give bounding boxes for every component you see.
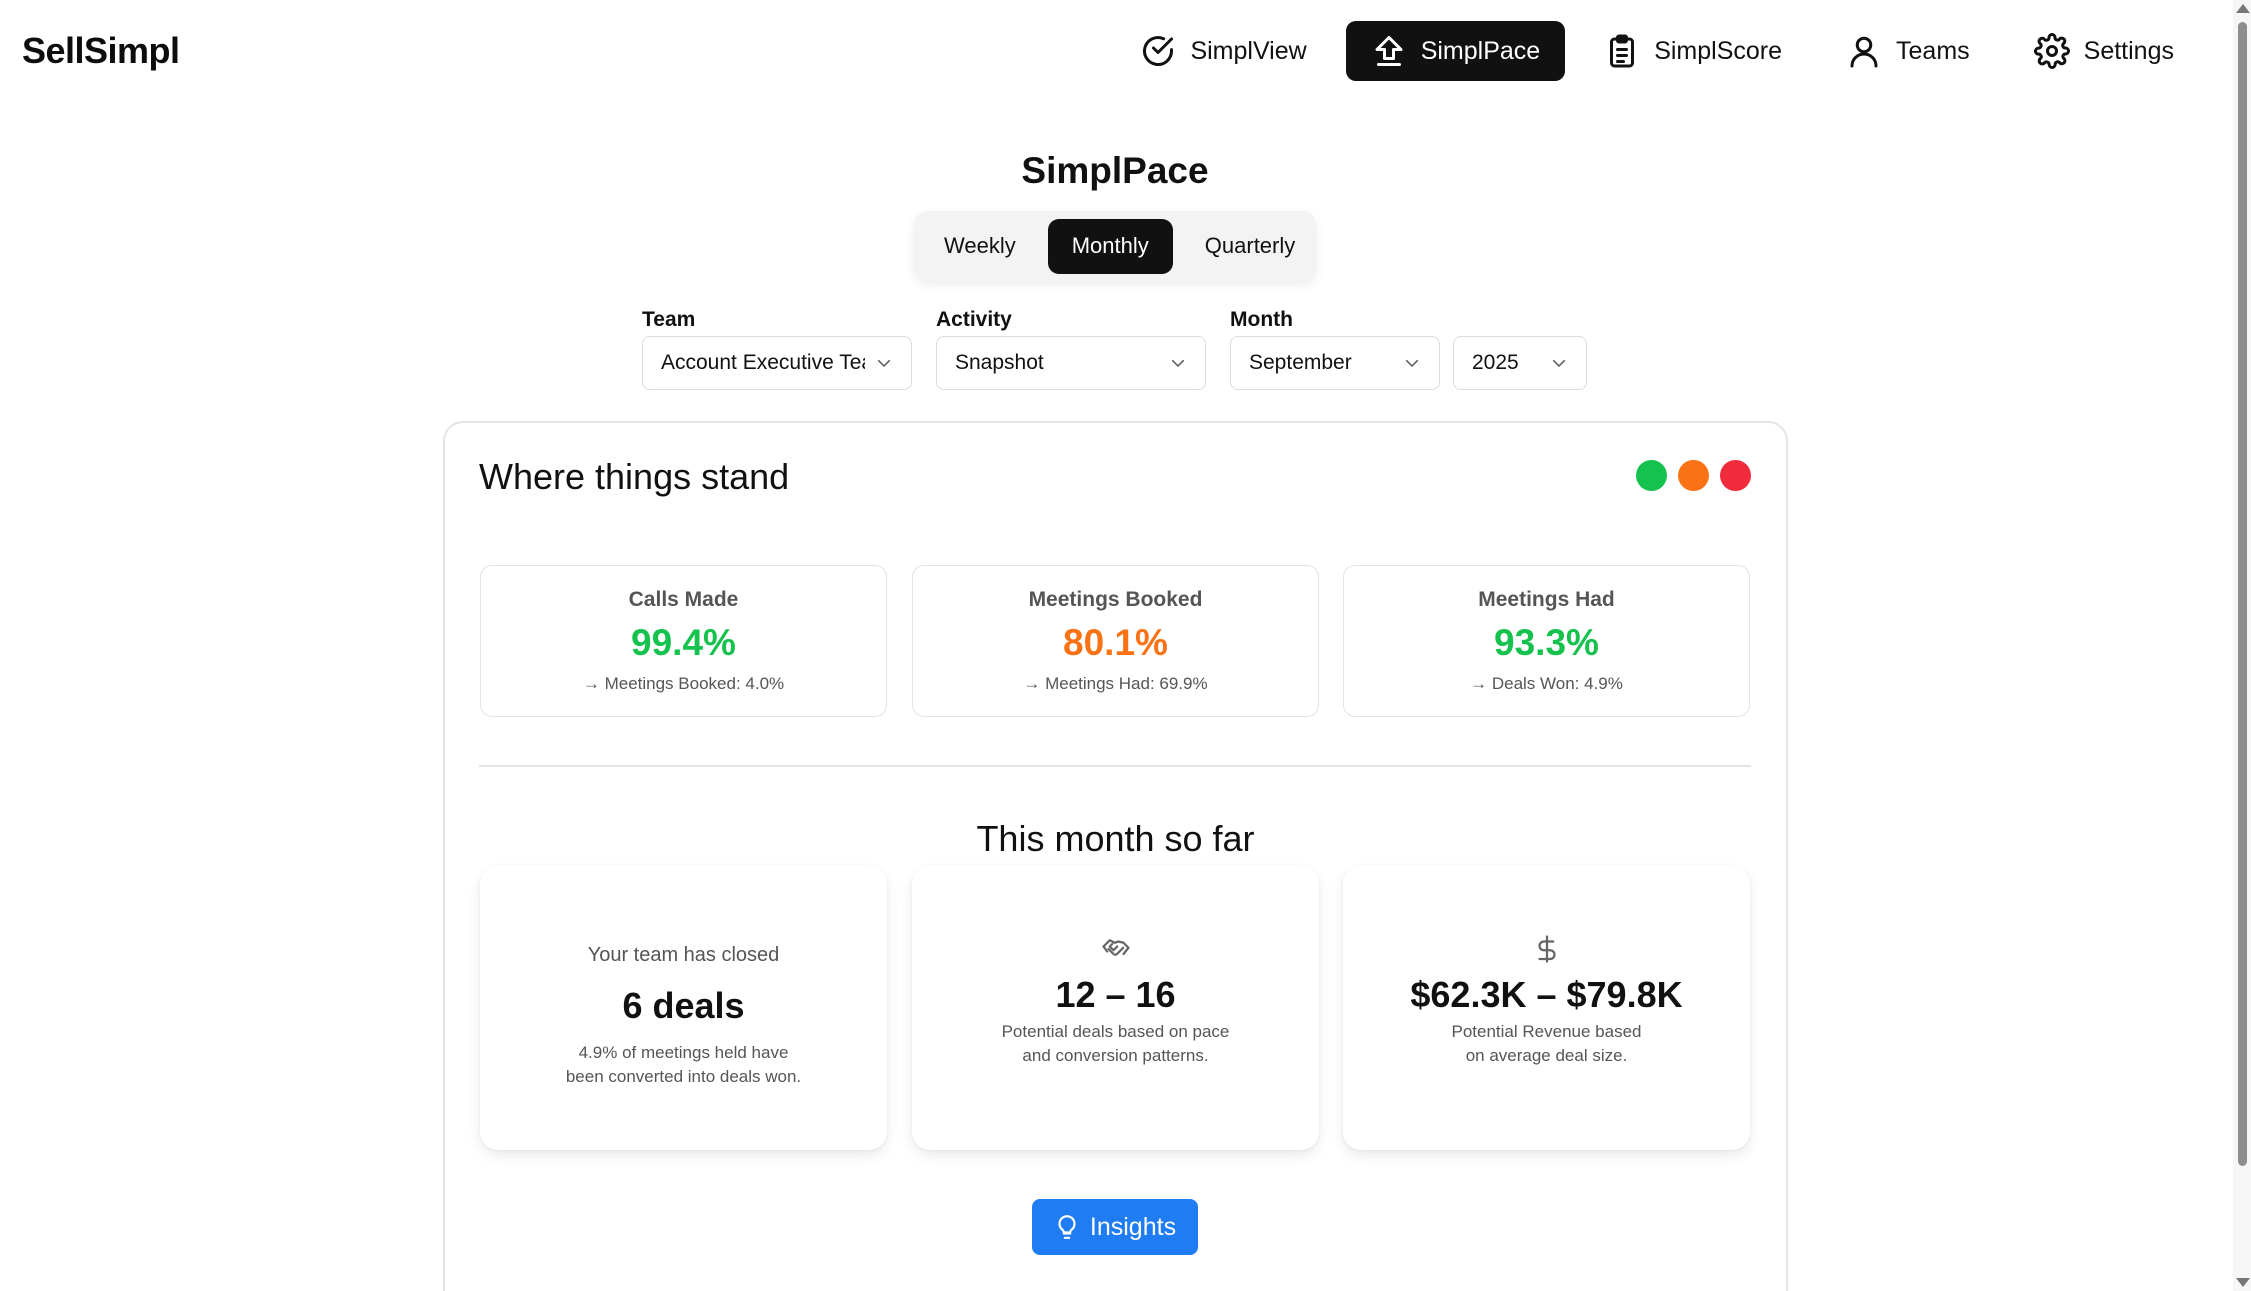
handshake-icon	[1101, 939, 1130, 956]
nav-simplpace[interactable]: SimplPace	[1345, 21, 1566, 81]
nav-settings[interactable]: Settings	[2009, 21, 2199, 81]
month-select[interactable]: September	[1230, 336, 1440, 390]
potential-deals-desc-line: Potential deals based on pace	[1001, 1022, 1230, 1041]
clipboard-icon	[1610, 34, 1635, 68]
potential-revenue-desc-line: on average deal size.	[1465, 1046, 1628, 1065]
brand-logo[interactable]: SellSimpl	[22, 30, 180, 71]
metric-meetings-had: Meetings Had 93.3% → Deals Won: 4.9%	[1343, 565, 1750, 717]
year-select[interactable]: 2025	[1453, 336, 1587, 390]
period-quarterly[interactable]: Quarterly	[1204, 233, 1296, 258]
team-select-value: Account Executive Team	[661, 351, 865, 374]
metric-label: Meetings Booked	[1028, 588, 1203, 611]
nav-simplscore-label: SimplScore	[1654, 36, 1783, 65]
dollar-icon	[1537, 935, 1556, 963]
check-circle-icon	[1143, 36, 1174, 66]
metric-calls-made: Calls Made 99.4% → Meetings Booked: 4.0%	[480, 565, 887, 717]
potential-deals-card: 12 – 16 Potential deals based on pace an…	[912, 866, 1319, 1150]
potential-deals-desc-line: and conversion patterns.	[1022, 1046, 1209, 1065]
user-icon	[1850, 36, 1878, 68]
page-title: SimplPace	[1021, 150, 1209, 191]
upload-arrow-icon	[1375, 36, 1403, 66]
gear-icon	[2033, 33, 2070, 69]
top-nav: SimplView SimplPace SimplScore Teams Set…	[1115, 21, 2199, 81]
month-filter-label: Month	[1230, 308, 1293, 331]
deals-closed-desc-line: 4.9% of meetings held have	[578, 1043, 789, 1062]
metric-conversion: → Meetings Booked: 4.0%	[582, 674, 785, 693]
status-card-title: Where things stand	[479, 456, 790, 497]
metric-value: 93.3%	[1494, 622, 1599, 663]
nav-teams-label: Teams	[1896, 36, 1970, 65]
insights-button-label: Insights	[1089, 1212, 1177, 1241]
nav-simplpace-label: SimplPace	[1420, 36, 1541, 65]
month-select-value: September	[1249, 351, 1352, 374]
period-toggle: Weekly Monthly Quarterly	[914, 211, 1316, 281]
deals-closed-desc: 4.9% of meetings held have been converte…	[480, 1041, 887, 1089]
team-filter-label: Team	[642, 308, 696, 331]
nav-simplview[interactable]: SimplView	[1115, 21, 1331, 81]
activity-filter-label: Activity	[936, 308, 1012, 331]
metric-meetings-booked: Meetings Booked 80.1% → Meetings Had: 69…	[912, 565, 1319, 717]
chevron-down-icon	[1171, 359, 1185, 368]
section-divider	[479, 765, 1751, 767]
vertical-scrollbar[interactable]	[2233, 0, 2251, 1291]
status-dot-red	[1720, 460, 1751, 491]
potential-revenue-desc: Potential Revenue based on average deal …	[1343, 1020, 1750, 1068]
potential-revenue-range: $62.3K – $79.8K	[1410, 974, 1683, 1015]
scroll-thumb[interactable]	[2238, 22, 2247, 1166]
chevron-down-icon	[877, 359, 891, 368]
scroll-down-arrow-icon[interactable]	[2236, 1278, 2250, 1287]
potential-deals-desc: Potential deals based on pace and conver…	[912, 1020, 1319, 1068]
metric-label: Meetings Had	[1478, 588, 1615, 611]
deals-closed-desc-line: been converted into deals won.	[565, 1067, 802, 1086]
month-so-far-title: This month so far	[976, 818, 1255, 859]
metric-conversion: → Deals Won: 4.9%	[1470, 674, 1623, 693]
metric-conversion: → Meetings Had: 69.9%	[1023, 674, 1208, 693]
lightbulb-icon	[1058, 1215, 1076, 1239]
nav-teams[interactable]: Teams	[1821, 21, 1995, 81]
activity-select-value: Snapshot	[955, 351, 1044, 374]
period-weekly[interactable]: Weekly	[944, 233, 1016, 258]
chevron-down-icon	[1552, 359, 1566, 368]
potential-deals-range: 12 – 16	[1055, 974, 1176, 1015]
status-dot-green	[1636, 460, 1667, 491]
chevron-down-icon	[1405, 359, 1419, 368]
nav-simplview-label: SimplView	[1190, 36, 1307, 65]
potential-revenue-desc-line: Potential Revenue based	[1451, 1022, 1642, 1041]
metric-value: 99.4%	[631, 622, 736, 663]
insights-button[interactable]: Insights	[1032, 1199, 1198, 1255]
year-select-value: 2025	[1472, 351, 1519, 374]
team-select[interactable]: Account Executive Team	[642, 336, 912, 390]
activity-select[interactable]: Snapshot	[936, 336, 1206, 390]
potential-revenue-card: $62.3K – $79.8K Potential Revenue based …	[1343, 866, 1750, 1150]
period-monthly[interactable]: Monthly	[1047, 218, 1173, 274]
nav-simplscore[interactable]: SimplScore	[1579, 21, 1807, 81]
nav-settings-label: Settings	[2083, 36, 2174, 65]
deals-closed-count: 6 deals	[622, 985, 745, 1026]
status-dot-orange	[1678, 460, 1709, 491]
deals-closed-card: Your team has closed 6 deals 4.9% of mee…	[480, 866, 887, 1150]
metric-value: 80.1%	[1063, 622, 1168, 663]
metric-label: Calls Made	[628, 588, 739, 611]
scroll-up-arrow-icon[interactable]	[2236, 4, 2250, 13]
deals-closed-intro: Your team has closed	[587, 944, 780, 966]
